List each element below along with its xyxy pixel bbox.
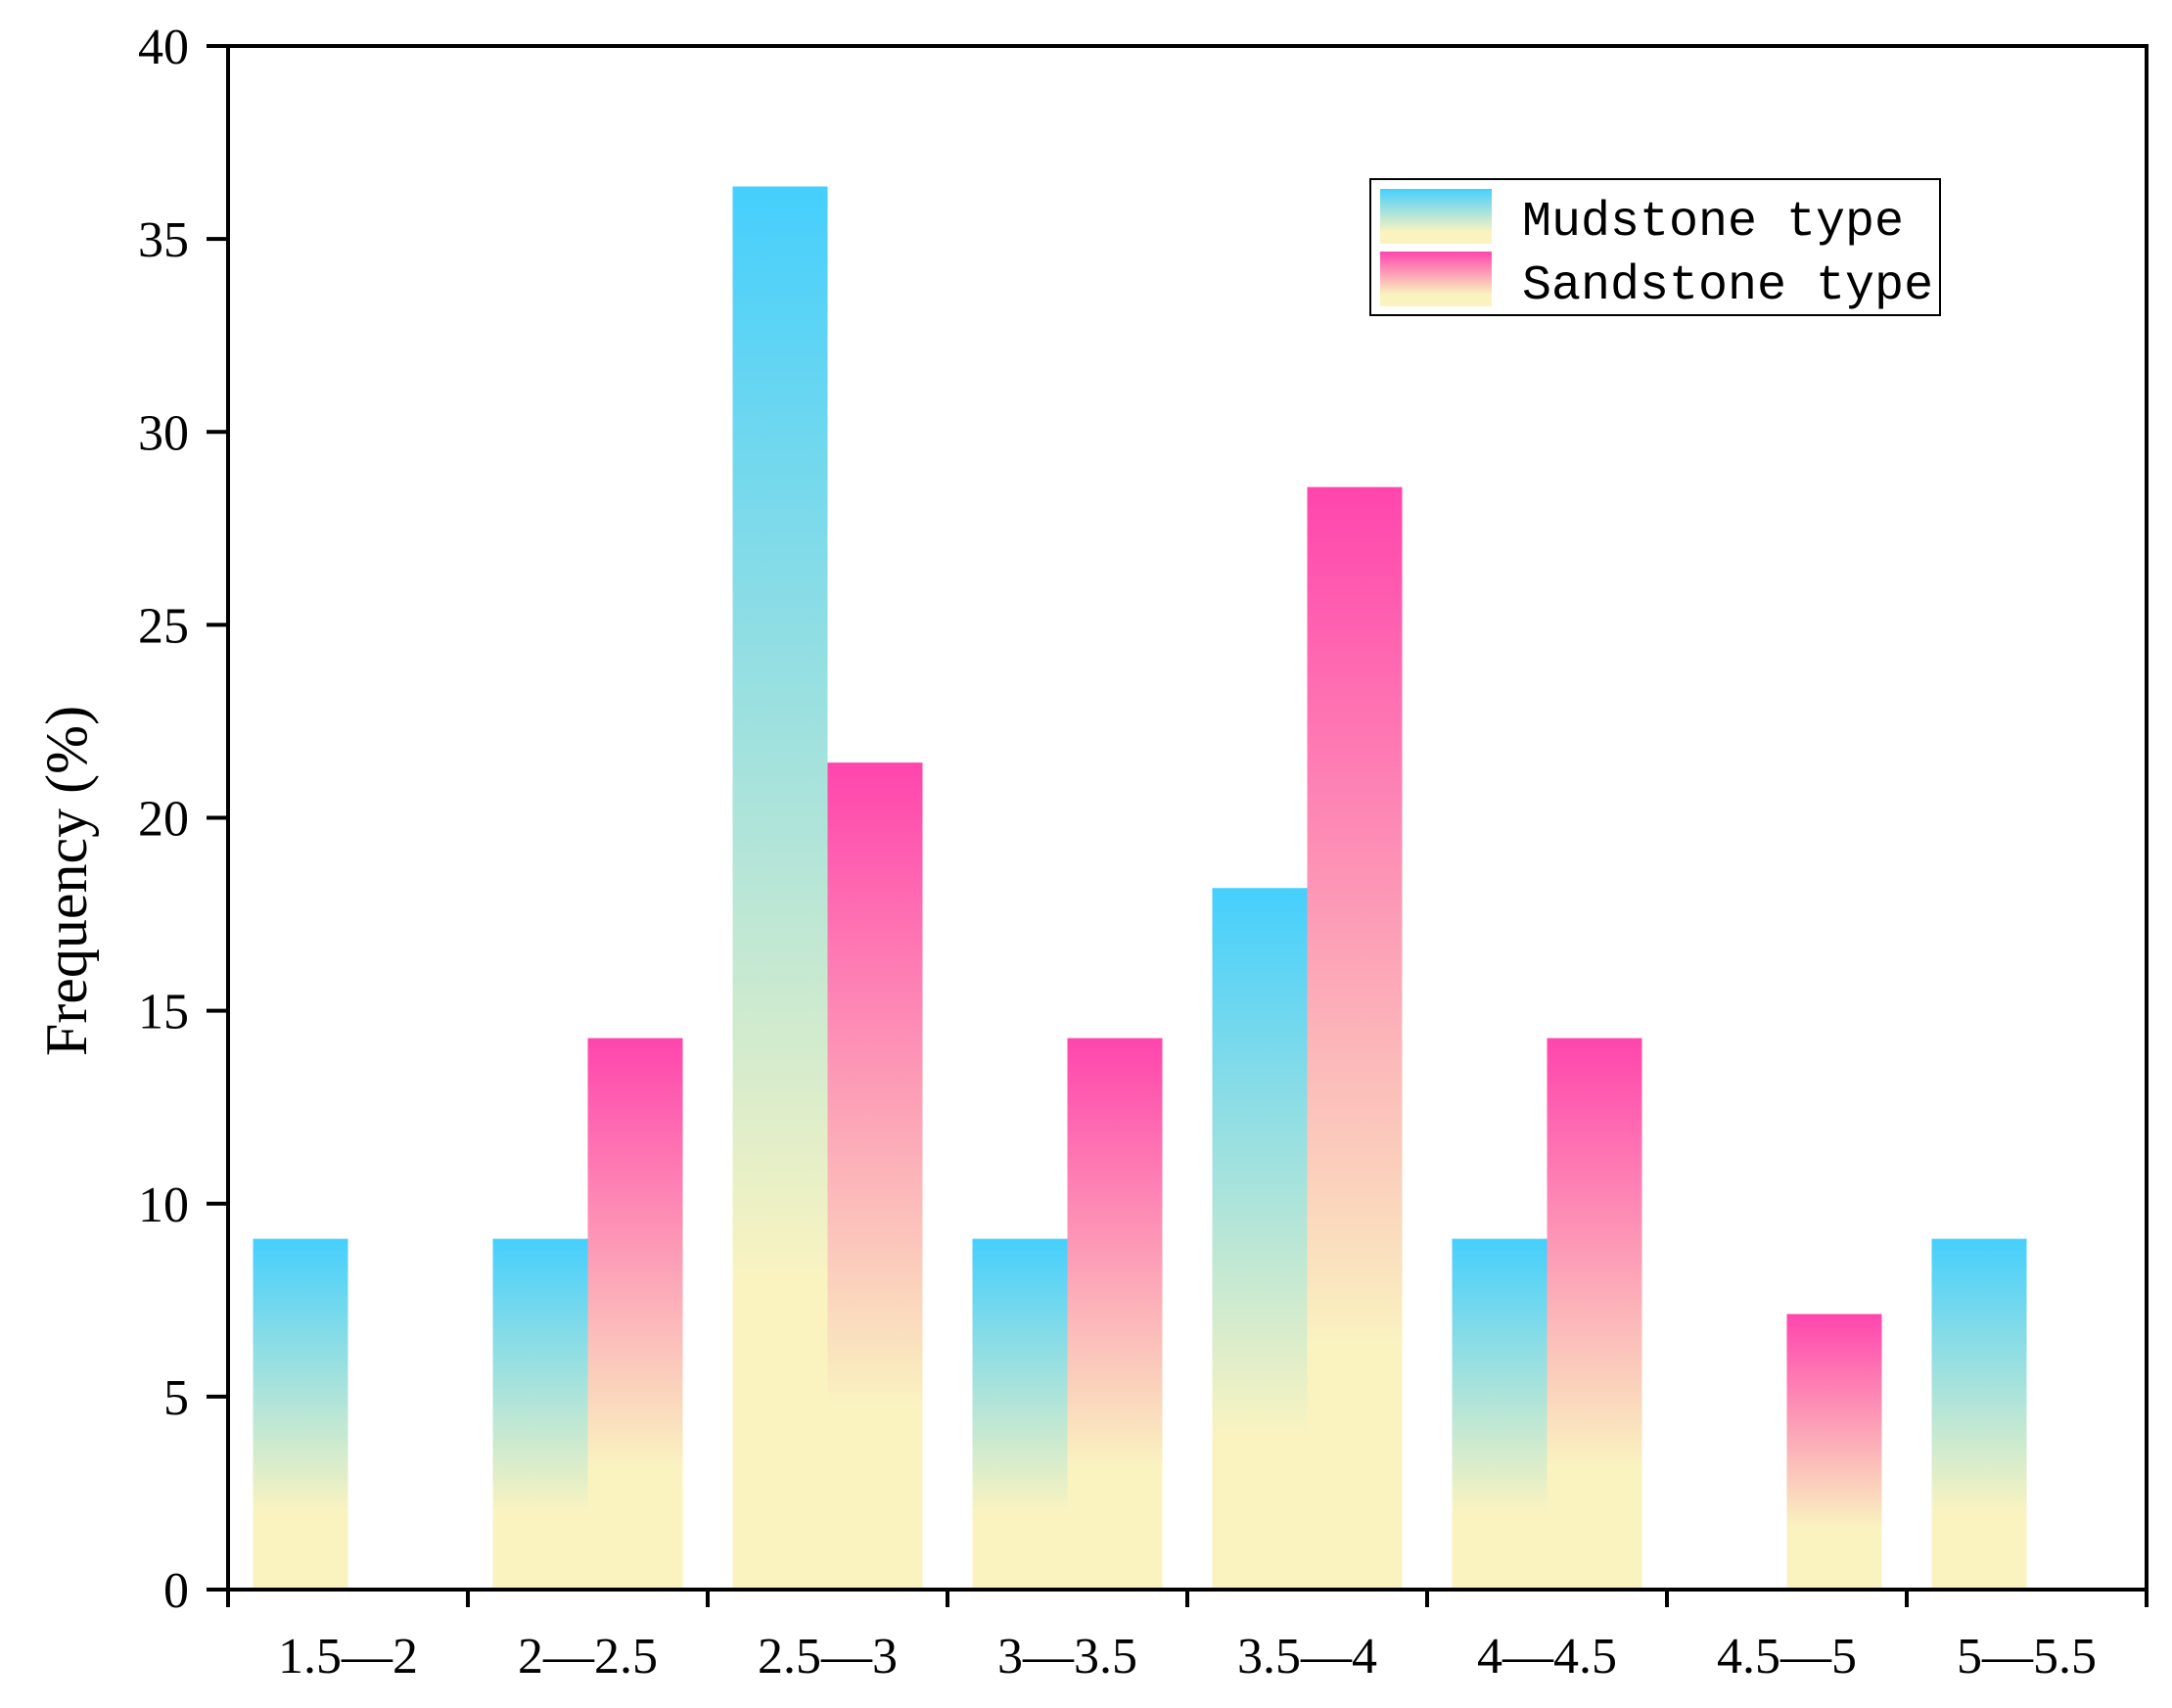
legend-swatch-mudstone: [1380, 189, 1492, 244]
y-tick-label: 10: [138, 1177, 189, 1233]
legend-label-sandstone: Sandstone type: [1522, 258, 1933, 314]
x-tick-label: 1.5—2: [278, 1629, 418, 1685]
bar-mudstone: [1212, 888, 1308, 1590]
bar-mudstone: [492, 1238, 588, 1590]
x-axis: 1.5—2 2—2.5 2.5—3 3—3.5 3.5—4 4—4.5 4.5—5 5—5.5: [226, 1590, 2149, 1685]
x-tick-label: 2—2.5: [518, 1629, 658, 1685]
bar-sandstone: [827, 762, 923, 1590]
legend-label-mudstone: Mudstone type: [1522, 195, 1904, 251]
x-tick-label: 2.5—3: [758, 1629, 898, 1685]
y-axis: 0 5 10 15 20 25 30 35 40: [138, 20, 228, 1619]
bars-group: [253, 186, 2027, 1591]
bar-sandstone: [1307, 486, 1403, 1591]
y-tick-label: 15: [138, 985, 189, 1040]
y-tick-label: 35: [138, 212, 189, 268]
x-tick-label: 3—3.5: [997, 1629, 1137, 1685]
x-tick-label: 3.5—4: [1237, 1629, 1377, 1685]
bar-sandstone: [1547, 1038, 1642, 1590]
y-tick-label: 30: [138, 405, 189, 461]
y-tick-label: 20: [138, 792, 189, 848]
legend-swatch-sandstone: [1380, 252, 1492, 306]
bar-sandstone: [1067, 1038, 1163, 1590]
x-tick-label: 4—4.5: [1477, 1629, 1617, 1685]
y-tick-label: 0: [163, 1563, 189, 1619]
bar-mudstone: [1452, 1238, 1548, 1590]
y-tick-label: 25: [138, 598, 189, 654]
bar-mudstone: [253, 1238, 348, 1590]
y-tick-label: 5: [163, 1370, 189, 1426]
legend: Mudstone type Sandstone type: [1369, 178, 1941, 316]
x-tick-label: 4.5—5: [1717, 1629, 1857, 1685]
bar-sandstone: [1786, 1314, 1882, 1590]
bar-sandstone: [587, 1038, 683, 1590]
y-tick-label: 40: [138, 20, 189, 75]
bar-mudstone: [732, 186, 828, 1591]
bar-mudstone: [1931, 1238, 2027, 1590]
x-tick-label: 5—5.5: [1957, 1629, 2097, 1685]
bar-mudstone: [972, 1238, 1068, 1590]
y-axis-title: Frequency (%): [34, 706, 99, 1056]
